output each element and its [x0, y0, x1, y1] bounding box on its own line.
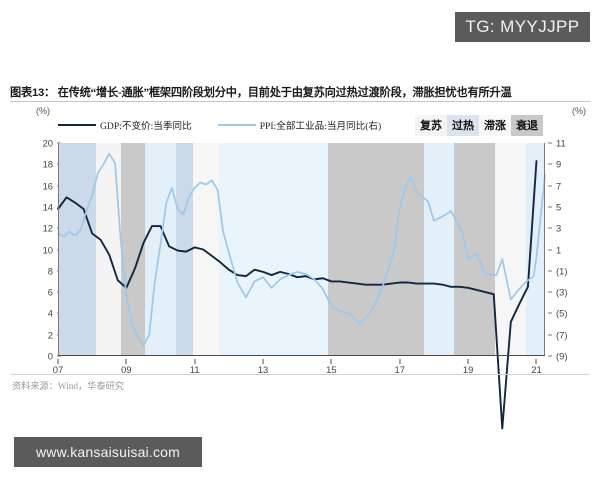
figure-title-text: 在传统“增长-通胀”框架四阶段划分中，目前处于由复苏向过热过渡阶段，滞胀担忧也有… [57, 87, 512, 99]
y-tick-left: 0 [47, 350, 53, 362]
x-tick-label: 07 [52, 364, 64, 375]
right-axis-unit: (%) [572, 106, 586, 116]
x-tick-label: 15 [326, 364, 337, 375]
y-tick-right: (9) [556, 350, 568, 362]
x-tick-label: 21 [531, 364, 542, 375]
x-tickmark [330, 359, 332, 364]
x-tick-label: 19 [462, 364, 474, 375]
phase-chip-recovery: 复苏 [415, 115, 447, 136]
plot-area [57, 143, 546, 430]
y-tick-left: 16 [42, 180, 53, 192]
phase-legend: 复苏 过热 滞涨 衰退 [415, 115, 543, 136]
y-tick-left: 18 [42, 158, 53, 170]
y-tickmark-right [548, 270, 552, 272]
y-tickmark-right [548, 206, 552, 208]
left-axis-labels: 0 2 4 6 8 10 12 14 16 18 20 [26, 138, 61, 362]
right-axis-labels: (9) (7) (5) (3) (1) 1 3 5 7 9 11 [547, 138, 581, 362]
y-tickmark-right [548, 142, 552, 144]
y-tick-right: 7 [556, 180, 562, 192]
figure-title: 图表13： 在传统“增长-通胀”框架四阶段划分中，目前处于由复苏向过热过渡阶段，… [10, 84, 590, 100]
legend-label-gdp: GDP:不变价:当季同比 [100, 121, 192, 132]
phase-band [192, 143, 219, 356]
y-tick-left: 8 [47, 265, 53, 277]
y-tick-right: 5 [556, 201, 562, 213]
y-tickmark-right [548, 334, 552, 336]
x-tickmark [467, 359, 469, 364]
x-tick-label: 17 [394, 364, 405, 375]
x-tick-label: 13 [257, 364, 269, 375]
y-tickmark-right [548, 312, 552, 314]
y-tickmark-right [548, 163, 552, 165]
legend-item-ppi[interactable]: PPI:全部工业品:当月同比(右) [217, 118, 382, 132]
phase-band [526, 143, 545, 356]
legend-label-ppi: PPI:全部工业品:当月同比(右) [259, 121, 382, 132]
source-note: 资料来源：Wind，华泰研究 [12, 381, 124, 391]
y-tickmark-left [57, 355, 61, 357]
y-tickmark-right [548, 355, 552, 357]
x-tick-label: 11 [189, 364, 200, 375]
y-tick-left: 20 [42, 137, 53, 149]
y-tick-right: (5) [556, 307, 568, 319]
phase-band [423, 143, 455, 356]
y-tick-right: (1) [556, 265, 568, 277]
series-lines [57, 152, 546, 430]
y-tick-right: 9 [556, 158, 562, 170]
y-tickmark-right [548, 185, 552, 187]
chart-container: (%) (%) GDP:不变价:当季同比 PPI:全部工业品:当月同比(右) 复… [10, 102, 590, 430]
y-tick-left: 14 [42, 201, 53, 213]
x-tickmark [399, 359, 401, 364]
y-tick-left: 4 [47, 307, 53, 319]
x-tickmark [262, 359, 264, 364]
legend-item-gdp[interactable]: GDP:不变价:当季同比 [58, 118, 192, 132]
chart-legend: GDP:不变价:当季同比 PPI:全部工业品:当月同比(右) [58, 118, 407, 132]
x-tickmark [57, 359, 59, 364]
y-tick-left: 10 [42, 244, 53, 255]
phase-band [218, 143, 328, 356]
phase-band [454, 143, 496, 356]
phase-band [58, 143, 96, 356]
title-divider [10, 101, 590, 102]
y-tick-left: 12 [42, 222, 53, 234]
y-tick-right: (7) [556, 329, 568, 341]
x-axis-labels: 07 09 11 13 15 17 19 21 [53, 359, 545, 375]
y-tick-right: 11 [556, 137, 566, 149]
y-tick-right: (3) [556, 286, 568, 298]
left-axis-unit: (%) [36, 106, 50, 116]
y-tick-left: 2 [47, 329, 53, 341]
phase-chip-recession: 衰退 [511, 115, 543, 136]
x-tickmark [125, 359, 127, 364]
x-tick-label: 09 [121, 364, 132, 375]
source-divider [10, 374, 590, 375]
y-tick-left: 6 [47, 286, 53, 298]
phase-band [327, 143, 424, 356]
x-axis-line [58, 355, 545, 356]
ppi-line [57, 152, 546, 347]
left-axis-line [58, 143, 59, 356]
x-tickmark [194, 359, 196, 364]
phase-chip-overheat: 过热 [447, 115, 479, 136]
y-tickmark-right [548, 227, 552, 229]
y-tick-right: 1 [556, 244, 562, 255]
gdp-line [57, 160, 538, 430]
right-axis-line [544, 143, 545, 356]
phase-chip-stagflation: 滞涨 [479, 115, 511, 136]
figure-label: 图表13： [10, 87, 56, 99]
legend-swatch-gdp [58, 124, 96, 126]
y-tickmark-right [548, 291, 552, 293]
site-url-watermark: www.kansaisuisai.com [14, 437, 202, 467]
y-tickmark-right [548, 249, 552, 250]
x-tickmark [535, 359, 537, 364]
tg-watermark: TG: MYYJJPP [455, 12, 590, 42]
y-tick-right: 3 [556, 222, 562, 234]
legend-swatch-ppi [217, 124, 256, 126]
